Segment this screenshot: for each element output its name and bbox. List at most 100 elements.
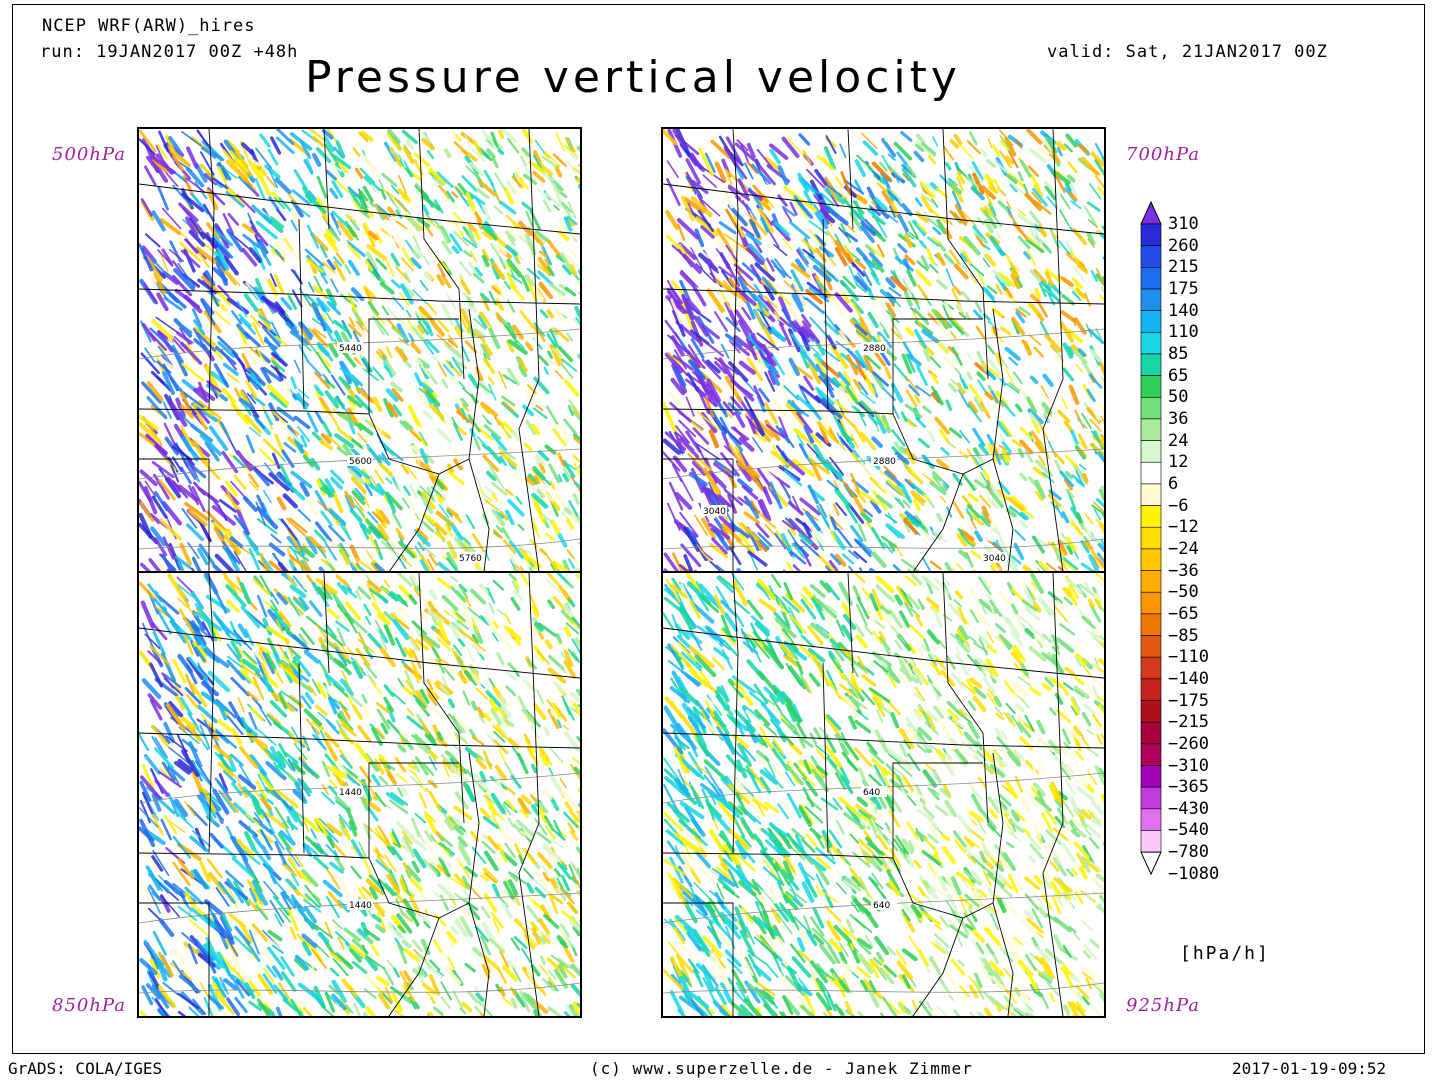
field-streak [769, 326, 786, 342]
field-streak [410, 257, 422, 270]
field-streak [233, 158, 250, 179]
field-streak [936, 279, 948, 290]
field-streak [718, 266, 733, 278]
field-streak [936, 458, 950, 471]
field-streak [745, 232, 762, 246]
field-streak [1019, 511, 1029, 521]
field-streak [390, 149, 401, 159]
field-streak [814, 210, 829, 230]
field-streak [158, 564, 169, 571]
field-streak [184, 886, 204, 905]
field-streak [1006, 173, 1018, 183]
field-streak [185, 177, 206, 194]
field-streak [384, 359, 397, 376]
field-streak [407, 404, 420, 426]
field-streak [400, 463, 410, 475]
field-streak [276, 789, 299, 809]
field-streak [400, 787, 409, 797]
field-streak [841, 431, 854, 441]
field-streak [346, 776, 356, 784]
field-streak [401, 939, 412, 949]
field-streak [226, 997, 240, 1016]
field-streak [362, 703, 372, 718]
field-streak [552, 326, 570, 342]
field-streak [502, 401, 515, 413]
field-streak [705, 259, 717, 284]
level-label-925: 925hPa [1126, 995, 1200, 1016]
field-streak [210, 325, 219, 340]
field-streak [890, 275, 908, 292]
field-streak [526, 658, 538, 670]
field-streak [927, 154, 936, 165]
field-streak [507, 871, 519, 882]
field-streak [502, 729, 508, 738]
field-streak [415, 713, 423, 723]
field-streak [519, 808, 529, 818]
field-streak [972, 172, 985, 195]
field-streak [678, 242, 697, 260]
field-streak [402, 898, 416, 917]
field-streak [282, 493, 298, 509]
field-streak [311, 329, 329, 348]
field-streak [790, 320, 810, 338]
field-streak [1014, 529, 1026, 541]
field-streak [357, 887, 367, 902]
field-streak [235, 646, 257, 665]
field-streak [363, 603, 372, 616]
field-streak [453, 230, 469, 247]
field-streak [553, 204, 560, 211]
field-streak [331, 180, 344, 198]
field-streak [755, 312, 765, 330]
field-streak [1088, 533, 1104, 548]
field-streak [351, 562, 363, 571]
field-streak [993, 446, 1002, 461]
field-streak [528, 567, 534, 571]
field-streak [991, 390, 999, 404]
field-streak [276, 764, 290, 776]
field-streak [276, 750, 287, 768]
field-streak [1051, 232, 1059, 239]
field-streak [680, 195, 695, 222]
field-streak [176, 576, 193, 593]
field-streak [724, 301, 739, 326]
field-streak [544, 444, 557, 455]
field-streak [439, 834, 453, 848]
field-streak [868, 252, 884, 268]
field-streak [1099, 389, 1104, 398]
field-streak [894, 451, 910, 465]
field-streak [248, 980, 261, 997]
field-streak [321, 1006, 335, 1016]
field-streak [788, 357, 800, 377]
field-streak [217, 719, 232, 732]
field-streak [552, 703, 568, 722]
field-streak [793, 281, 807, 307]
field-streak [317, 196, 324, 209]
field-streak [350, 865, 362, 880]
field-streak [571, 638, 580, 655]
field-streak [177, 653, 193, 674]
field-streak [366, 244, 387, 261]
field-streak [697, 315, 715, 344]
field-streak [488, 290, 498, 307]
field-streak [557, 532, 568, 548]
field-streak [293, 169, 308, 191]
field-streak [523, 173, 538, 185]
field-streak [1033, 228, 1044, 245]
field-streak [998, 432, 1005, 442]
field-streak [335, 931, 349, 945]
field-streak [247, 212, 258, 235]
field-streak [881, 190, 893, 206]
field-streak [477, 315, 488, 329]
field-streak [916, 260, 929, 272]
field-streak [1017, 448, 1025, 458]
field-streak [1022, 564, 1034, 571]
field-streak [1093, 508, 1102, 521]
field-streak [274, 668, 284, 684]
field-streak [718, 221, 737, 235]
state-border [518, 129, 540, 571]
field-streak [482, 341, 491, 351]
field-streak [565, 518, 575, 530]
field-streak [462, 690, 471, 706]
field-streak [1076, 418, 1088, 429]
field-streak [687, 344, 704, 368]
